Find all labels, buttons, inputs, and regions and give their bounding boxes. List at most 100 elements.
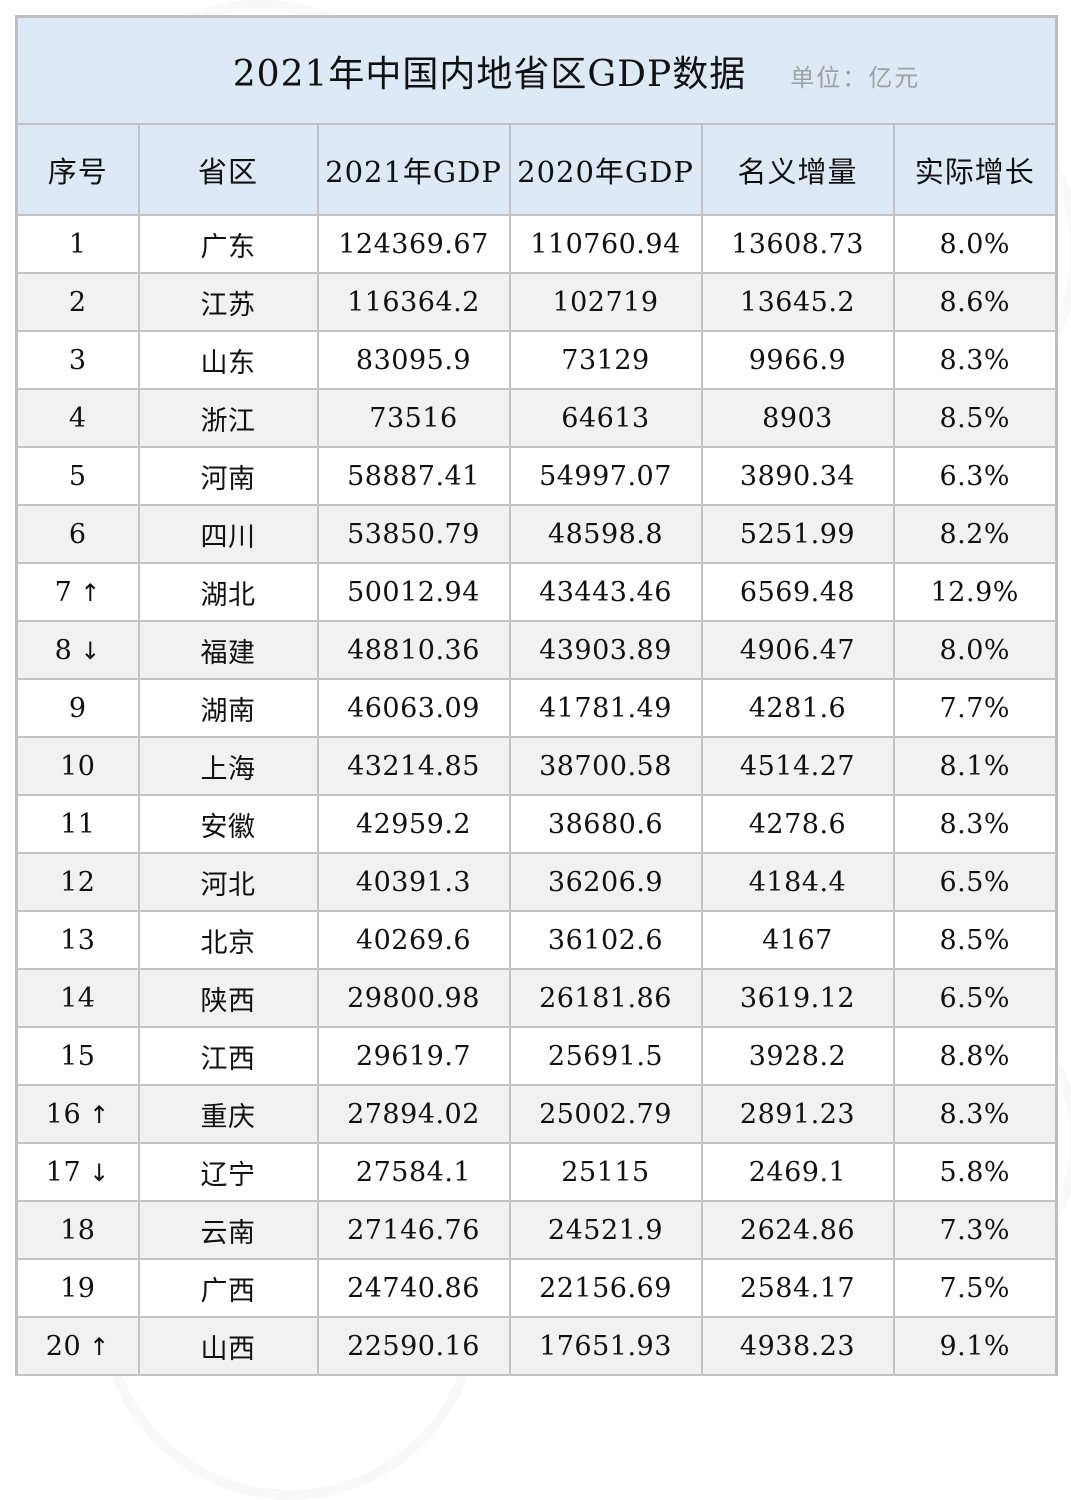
table-row: 17 ↓ 辽宁 27584.1 25115 2469.1 5.8%	[15, 1142, 1059, 1202]
column-header-row: 序号 省区 2021年GDP 2020年GDP 名义增量 实际增长	[15, 123, 1059, 216]
nominal-increase-cell: 2469.1	[700, 1142, 895, 1202]
table-row: 20 ↑ 山西 22590.16 17651.93 4938.23 9.1%	[15, 1316, 1059, 1376]
gdp-2020-cell: 110760.94	[508, 214, 703, 274]
province-cell: 北京	[137, 910, 319, 970]
rank-number: 7	[54, 576, 73, 608]
real-growth-cell: 9.1%	[892, 1316, 1059, 1376]
rank-number: 4	[68, 402, 87, 434]
real-growth-cell: 8.6%	[892, 272, 1059, 332]
rank-number: 1	[68, 228, 87, 260]
gdp-2020-cell: 41781.49	[508, 678, 703, 738]
rank-number: 5	[68, 460, 87, 492]
rank-number: 13	[60, 924, 96, 956]
real-growth-cell: 8.5%	[892, 388, 1059, 448]
rank-up-arrow-icon: ↑	[80, 578, 101, 607]
table-row: 2 江苏 116364.2 102719 13645.2 8.6%	[15, 272, 1059, 332]
rank-down-arrow-icon: ↓	[89, 1158, 110, 1187]
rank-cell: 5	[15, 446, 140, 506]
real-growth-cell: 8.5%	[892, 910, 1059, 970]
gdp-table: 2021年中国内地省区GDP数据 单位：亿元 序号 省区 2021年GDP 20…	[14, 15, 1059, 1376]
rank-number: 10	[60, 750, 96, 782]
gdp-2021-cell: 24740.86	[316, 1258, 511, 1318]
gdp-2020-cell: 24521.9	[508, 1200, 703, 1260]
province-cell: 四川	[137, 504, 319, 564]
rank-cell: 12	[15, 852, 140, 912]
nominal-increase-cell: 5251.99	[700, 504, 895, 564]
province-cell: 湖北	[137, 562, 319, 622]
gdp-2021-cell: 116364.2	[316, 272, 511, 332]
gdp-2020-cell: 54997.07	[508, 446, 703, 506]
real-growth-cell: 8.8%	[892, 1026, 1059, 1086]
table-row: 16 ↑ 重庆 27894.02 25002.79 2891.23 8.3%	[15, 1084, 1059, 1144]
gdp-2021-cell: 53850.79	[316, 504, 511, 564]
rank-number: 19	[60, 1272, 96, 1304]
real-growth-cell: 7.7%	[892, 678, 1059, 738]
gdp-2021-cell: 40269.6	[316, 910, 511, 970]
rank-cell: 17 ↓	[15, 1142, 140, 1202]
nominal-increase-cell: 2624.86	[700, 1200, 895, 1260]
gdp-2021-cell: 42959.2	[316, 794, 511, 854]
rank-cell: 8 ↓	[15, 620, 140, 680]
province-cell: 广东	[137, 214, 319, 274]
province-cell: 上海	[137, 736, 319, 796]
nominal-increase-cell: 9966.9	[700, 330, 895, 390]
province-cell: 重庆	[137, 1084, 319, 1144]
province-cell: 陕西	[137, 968, 319, 1028]
real-growth-cell: 8.3%	[892, 1084, 1059, 1144]
rank-number: 14	[60, 982, 96, 1014]
column-header-gdp-2020: 2020年GDP	[508, 123, 703, 216]
gdp-2020-cell: 48598.8	[508, 504, 703, 564]
rank-number: 2	[68, 286, 87, 318]
rank-cell: 18	[15, 1200, 140, 1260]
nominal-increase-cell: 3890.34	[700, 446, 895, 506]
table-row: 13 北京 40269.6 36102.6 4167 8.5%	[15, 910, 1059, 970]
nominal-increase-cell: 4281.6	[700, 678, 895, 738]
gdp-2021-cell: 27584.1	[316, 1142, 511, 1202]
rank-number: 6	[68, 518, 87, 550]
table-row: 11 安徽 42959.2 38680.6 4278.6 8.3%	[15, 794, 1059, 854]
nominal-increase-cell: 4167	[700, 910, 895, 970]
table-row: 9 湖南 46063.09 41781.49 4281.6 7.7%	[15, 678, 1059, 738]
province-cell: 河北	[137, 852, 319, 912]
rank-cell: 11	[15, 794, 140, 854]
table-row: 1 广东 124369.67 110760.94 13608.73 8.0%	[15, 214, 1059, 274]
table-row: 8 ↓ 福建 48810.36 43903.89 4906.47 8.0%	[15, 620, 1059, 680]
nominal-increase-cell: 3619.12	[700, 968, 895, 1028]
table-title: 2021年中国内地省区GDP数据	[232, 53, 747, 95]
gdp-2021-cell: 40391.3	[316, 852, 511, 912]
real-growth-cell: 12.9%	[892, 562, 1059, 622]
gdp-2021-cell: 43214.85	[316, 736, 511, 796]
province-cell: 广西	[137, 1258, 319, 1318]
rank-down-arrow-icon: ↓	[80, 636, 101, 665]
province-cell: 江西	[137, 1026, 319, 1086]
gdp-2021-cell: 124369.67	[316, 214, 511, 274]
nominal-increase-cell: 13608.73	[700, 214, 895, 274]
title-row: 2021年中国内地省区GDP数据 单位：亿元	[14, 15, 1059, 125]
rank-number: 3	[68, 344, 87, 376]
province-cell: 辽宁	[137, 1142, 319, 1202]
gdp-2021-cell: 27146.76	[316, 1200, 511, 1260]
province-cell: 山西	[137, 1316, 319, 1376]
real-growth-cell: 7.3%	[892, 1200, 1059, 1260]
real-growth-cell: 8.0%	[892, 620, 1059, 680]
gdp-2021-cell: 22590.16	[316, 1316, 511, 1376]
rank-up-arrow-icon: ↑	[89, 1332, 110, 1361]
gdp-2020-cell: 64613	[508, 388, 703, 448]
gdp-table-container: 2021年中国内地省区GDP数据 单位：亿元 序号 省区 2021年GDP 20…	[14, 15, 1059, 1376]
unit-label: 单位：亿元	[790, 63, 921, 92]
real-growth-cell: 7.5%	[892, 1258, 1059, 1318]
rank-cell: 7 ↑	[15, 562, 140, 622]
gdp-2020-cell: 43443.46	[508, 562, 703, 622]
province-cell: 江苏	[137, 272, 319, 332]
gdp-2020-cell: 43903.89	[508, 620, 703, 680]
nominal-increase-cell: 2584.17	[700, 1258, 895, 1318]
table-row: 4 浙江 73516 64613 8903 8.5%	[15, 388, 1059, 448]
table-row: 14 陕西 29800.98 26181.86 3619.12 6.5%	[15, 968, 1059, 1028]
rank-cell: 3	[15, 330, 140, 390]
real-growth-cell: 6.5%	[892, 852, 1059, 912]
province-cell: 浙江	[137, 388, 319, 448]
table-body: 1 广东 124369.67 110760.94 13608.73 8.0% 2 江苏 1163…	[15, 214, 1059, 1376]
province-cell: 河南	[137, 446, 319, 506]
rank-number: 16	[45, 1098, 82, 1130]
real-growth-cell: 8.1%	[892, 736, 1059, 796]
